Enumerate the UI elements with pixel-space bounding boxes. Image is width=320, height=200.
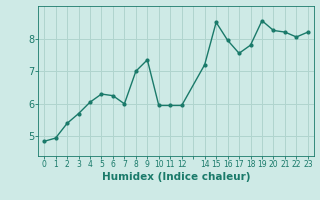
X-axis label: Humidex (Indice chaleur): Humidex (Indice chaleur) xyxy=(102,172,250,182)
